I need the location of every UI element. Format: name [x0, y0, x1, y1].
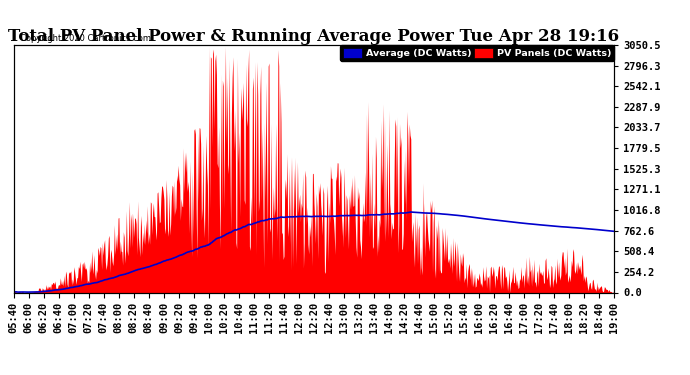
Title: Total PV Panel Power & Running Average Power Tue Apr 28 19:16: Total PV Panel Power & Running Average P…: [8, 28, 620, 45]
Legend: Average (DC Watts), PV Panels (DC Watts): Average (DC Watts), PV Panels (DC Watts): [340, 45, 614, 61]
Text: Copyright 2020 Cartronics.com: Copyright 2020 Cartronics.com: [20, 33, 151, 42]
